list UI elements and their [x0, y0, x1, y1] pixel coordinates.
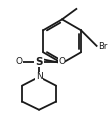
Text: N: N	[36, 72, 42, 81]
Text: S: S	[35, 57, 43, 66]
Text: O: O	[58, 57, 65, 66]
Text: Br: Br	[98, 42, 107, 51]
Text: O: O	[15, 57, 22, 66]
